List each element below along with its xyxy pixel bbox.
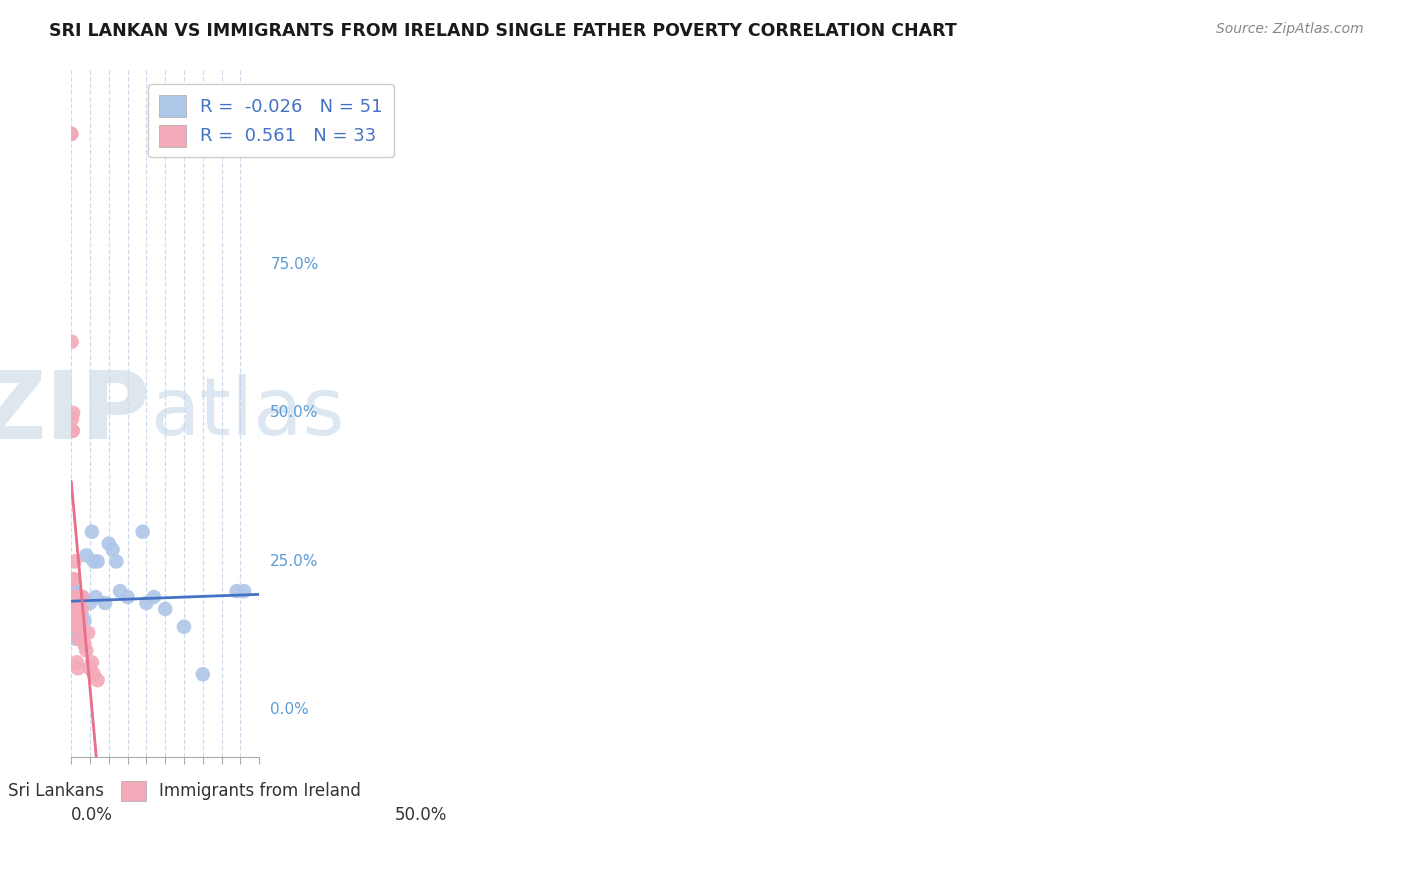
Point bbox=[60, 572, 83, 586]
Text: 0.0%: 0.0% bbox=[72, 805, 112, 823]
Point bbox=[65, 614, 87, 628]
Point bbox=[67, 602, 90, 616]
Point bbox=[135, 596, 157, 610]
Point bbox=[79, 661, 101, 675]
Point bbox=[60, 596, 83, 610]
Point bbox=[75, 643, 97, 657]
Point bbox=[60, 334, 83, 349]
Point bbox=[60, 412, 83, 426]
Point bbox=[60, 590, 83, 604]
Point bbox=[225, 584, 247, 599]
Point bbox=[75, 549, 97, 563]
Point bbox=[60, 607, 83, 622]
Point bbox=[60, 602, 83, 616]
Text: ZIP: ZIP bbox=[0, 367, 150, 459]
Point bbox=[65, 607, 87, 622]
Point bbox=[72, 590, 94, 604]
Text: 100.0%: 100.0% bbox=[270, 109, 328, 123]
Point bbox=[60, 596, 83, 610]
Point bbox=[62, 614, 84, 628]
Point bbox=[65, 590, 87, 604]
Point bbox=[86, 554, 108, 568]
Point bbox=[62, 572, 84, 586]
Point bbox=[69, 620, 91, 634]
Point bbox=[63, 584, 86, 599]
Point bbox=[60, 424, 83, 438]
Point bbox=[191, 667, 214, 681]
Point bbox=[77, 625, 100, 640]
Point bbox=[60, 590, 83, 604]
Point bbox=[60, 127, 83, 141]
Point bbox=[63, 614, 86, 628]
Point bbox=[63, 596, 86, 610]
Point bbox=[65, 590, 87, 604]
Text: 75.0%: 75.0% bbox=[270, 257, 319, 272]
Point bbox=[73, 614, 96, 628]
Point bbox=[69, 602, 91, 616]
Point bbox=[66, 620, 89, 634]
Point bbox=[62, 406, 84, 420]
Point bbox=[142, 590, 165, 604]
Point bbox=[60, 590, 83, 604]
Text: SRI LANKAN VS IMMIGRANTS FROM IRELAND SINGLE FATHER POVERTY CORRELATION CHART: SRI LANKAN VS IMMIGRANTS FROM IRELAND SI… bbox=[49, 22, 957, 40]
Point bbox=[131, 524, 153, 539]
Text: 25.0%: 25.0% bbox=[270, 554, 319, 569]
Point bbox=[153, 602, 176, 616]
Point bbox=[62, 572, 84, 586]
Point bbox=[94, 596, 117, 610]
Point bbox=[105, 554, 128, 568]
Point bbox=[63, 625, 86, 640]
Point bbox=[66, 625, 89, 640]
Point bbox=[97, 536, 120, 550]
Point bbox=[60, 127, 83, 141]
Point bbox=[173, 620, 195, 634]
Point bbox=[86, 673, 108, 688]
Text: atlas: atlas bbox=[150, 374, 344, 452]
Point bbox=[63, 602, 86, 616]
Point bbox=[72, 590, 94, 604]
Point bbox=[80, 524, 103, 539]
Point bbox=[73, 638, 96, 652]
Point bbox=[63, 602, 86, 616]
Legend: Sri Lankans, Immigrants from Ireland: Sri Lankans, Immigrants from Ireland bbox=[0, 771, 371, 811]
Point bbox=[67, 632, 90, 646]
Point bbox=[62, 424, 84, 438]
Point bbox=[60, 590, 83, 604]
Point bbox=[65, 590, 87, 604]
Point bbox=[108, 584, 131, 599]
Point bbox=[69, 614, 91, 628]
Point bbox=[62, 596, 84, 610]
Point bbox=[62, 590, 84, 604]
Point bbox=[63, 607, 86, 622]
Point bbox=[79, 596, 101, 610]
Point bbox=[66, 661, 89, 675]
Text: 50.0%: 50.0% bbox=[395, 805, 447, 823]
Point bbox=[66, 620, 89, 634]
Point bbox=[62, 620, 84, 634]
Point bbox=[83, 667, 105, 681]
Point bbox=[233, 584, 256, 599]
Point bbox=[101, 542, 124, 557]
Point bbox=[62, 590, 84, 604]
Point bbox=[62, 584, 84, 599]
Point bbox=[63, 632, 86, 646]
Text: 0.0%: 0.0% bbox=[270, 702, 309, 717]
Point bbox=[66, 656, 89, 670]
Point bbox=[84, 590, 107, 604]
Point bbox=[80, 656, 103, 670]
Point bbox=[83, 554, 105, 568]
Text: Source: ZipAtlas.com: Source: ZipAtlas.com bbox=[1216, 22, 1364, 37]
Text: 50.0%: 50.0% bbox=[270, 406, 319, 420]
Point bbox=[117, 590, 139, 604]
Point bbox=[69, 614, 91, 628]
Point bbox=[63, 602, 86, 616]
Point bbox=[63, 554, 86, 568]
Point bbox=[70, 607, 93, 622]
Point bbox=[66, 607, 89, 622]
Point bbox=[63, 590, 86, 604]
Point bbox=[70, 602, 93, 616]
